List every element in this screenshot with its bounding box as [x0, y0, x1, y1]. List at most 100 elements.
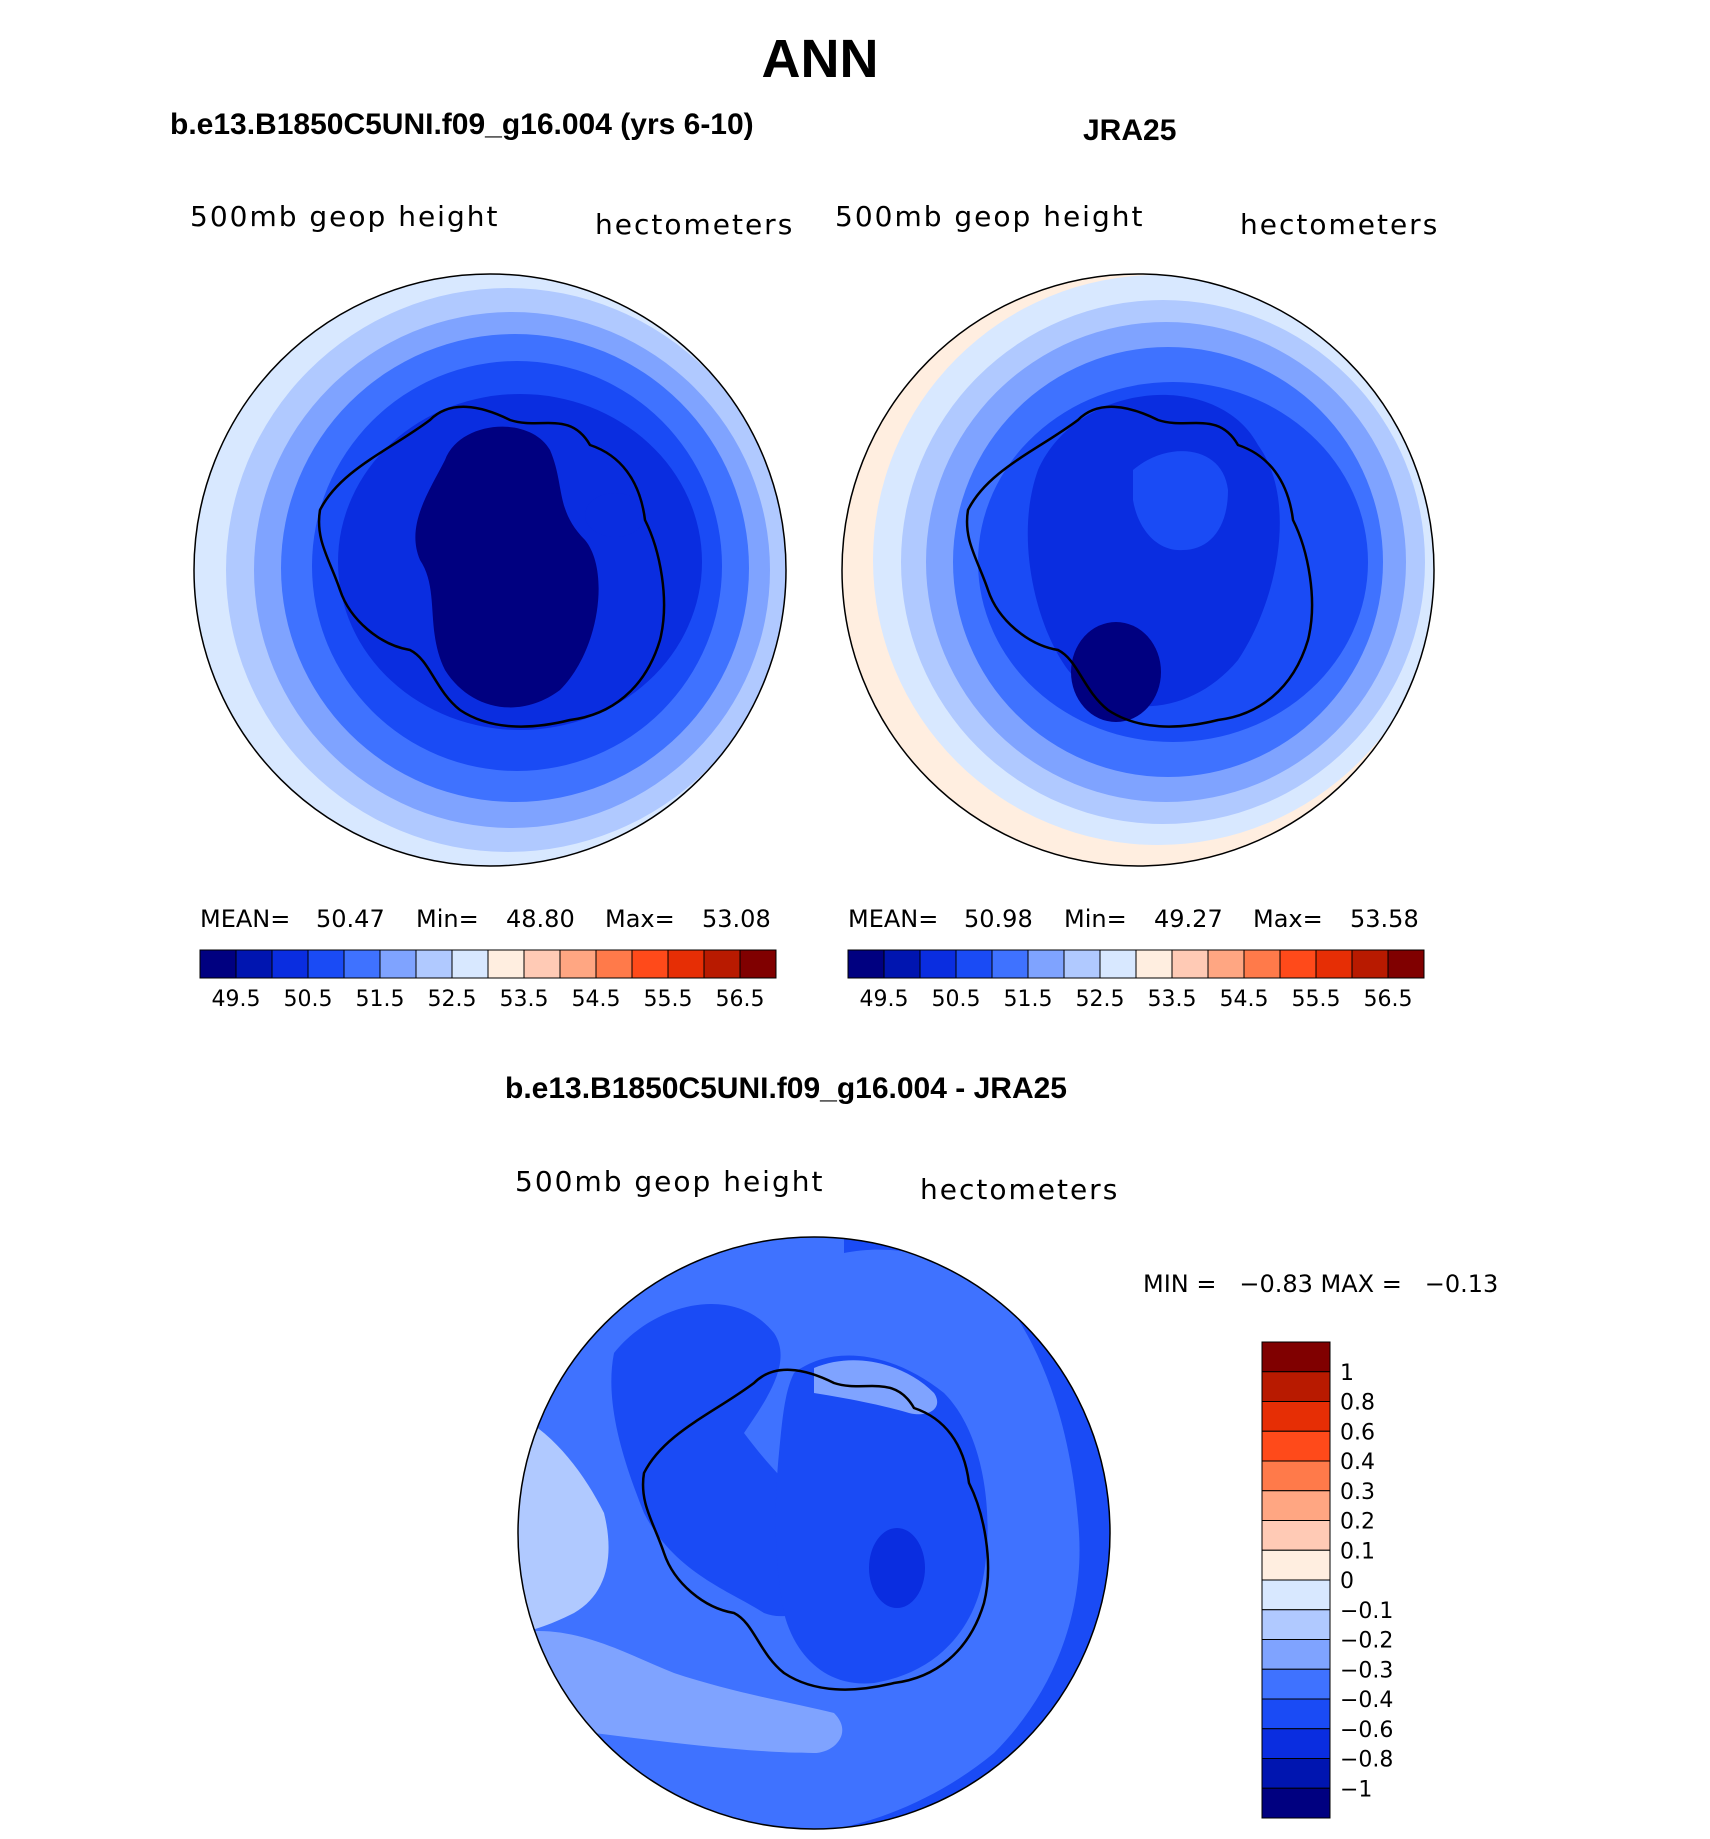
model-contour-highlow [585, 493, 645, 537]
diff-colorbar-tick-label: 0 [1340, 1569, 1354, 1594]
model-colorbar-box [595, 949, 633, 979]
obs-colorbar-tick-label: 49.5 [860, 987, 909, 1012]
obs-mean-value: 50.98 [964, 905, 1033, 933]
diff-colorbar-tick-label: −0.3 [1340, 1658, 1393, 1683]
model-antarctica-coastline [317, 405, 666, 728]
diff-colorbar-box [1261, 1698, 1331, 1730]
model-colorbar-box [523, 949, 561, 979]
obs-max-label: Max= [1253, 905, 1323, 933]
model-contour-49.5 [415, 426, 599, 708]
obs-colorbar-box [1027, 949, 1065, 979]
obs-colorbar-box [919, 949, 957, 979]
obs-colorbar-tick-label: 56.5 [1364, 987, 1413, 1012]
model-colorbar-box [271, 949, 309, 979]
diff-colorbar-box [1261, 1430, 1331, 1462]
model-colorbar-box [631, 949, 669, 979]
diff-colorbar-tick-label: 0.4 [1340, 1450, 1375, 1475]
diff-minmax: MIN = −0.83 MAX = −0.13 [1143, 1270, 1499, 1298]
obs-contour-inner-high [1133, 451, 1228, 551]
diff-colorbar-tick-label: 0.3 [1340, 1480, 1375, 1505]
obs-colorbar-box [955, 949, 993, 979]
model-polar-map [193, 273, 787, 867]
diff-colorbar-tick-label: −0.2 [1340, 1629, 1393, 1654]
diff-colorbar-tick-label: −0.8 [1340, 1748, 1393, 1773]
model-mean-label: MEAN= [200, 905, 291, 933]
diff-contour-minus-0.6-center [775, 1355, 988, 1684]
model-colorbar-tick-label: 51.5 [356, 987, 405, 1012]
diff-colorbar: 1 0.8 0.6 0.4 0.3 0.2 0.1 0 −0.1 −0.2 −0.3 −0.4 −0.6… [1261, 1341, 1393, 1819]
diff-colorbar-box [1261, 1460, 1331, 1492]
obs-variable-label: 500mb geop height [835, 200, 1145, 233]
diff-colorbar-tick-label: −1 [1340, 1777, 1372, 1802]
obs-colorbar-box [1351, 949, 1389, 979]
obs-colorbar-box [1135, 949, 1173, 979]
model-colorbar-box [343, 949, 381, 979]
diff-colorbar-tick-label: −0.4 [1340, 1688, 1393, 1713]
obs-colorbar-tick-label: 55.5 [1292, 987, 1341, 1012]
diff-colorbar-tick-label: 0.6 [1340, 1420, 1375, 1445]
diff-colorbar-tick-label: 1 [1340, 1361, 1354, 1386]
diff-colorbar-box [1261, 1549, 1331, 1581]
model-variable-label: 500mb geop height [190, 200, 500, 233]
model-colorbar-box [703, 949, 741, 979]
diff-colorbar-box [1261, 1758, 1331, 1789]
obs-contour-49.5 [1071, 622, 1161, 722]
model-colorbar-box [487, 949, 525, 979]
obs-colorbar-box [847, 949, 885, 979]
diff-colorbar-tick-label: −0.1 [1340, 1599, 1393, 1624]
obs-colorbar: 49.5 50.5 51.5 52.5 53.5 54.5 55.5 56.5 [847, 949, 1425, 1012]
diff-colorbar-tick-label: −0.6 [1340, 1718, 1393, 1743]
diff-units-label: hectometers [920, 1173, 1120, 1206]
obs-colorbar-box [883, 949, 921, 979]
model-colorbar-box [667, 949, 705, 979]
model-panel-title: b.e13.B1850C5UNI.f09_g16.004 (yrs 6-10) [170, 108, 754, 141]
diff-antarctica-coastline [641, 1368, 990, 1691]
diff-colorbar-box [1261, 1579, 1331, 1611]
model-colorbar-box [451, 949, 489, 979]
diff-contour-minus-0.1 [518, 1413, 609, 1633]
model-min-value: 48.80 [506, 905, 575, 933]
model-colorbar-box [235, 949, 273, 979]
obs-colorbar-box [1387, 949, 1425, 979]
diff-contour-minus-0.8 [869, 1528, 925, 1608]
obs-max-value: 53.58 [1350, 905, 1419, 933]
diff-map-border [517, 1236, 1111, 1830]
obs-colorbar-box [1279, 949, 1317, 979]
diff-colorbar-box [1261, 1728, 1331, 1759]
obs-antarctica-coastline [965, 405, 1314, 728]
model-mean-value: 50.47 [316, 905, 385, 933]
model-colorbar-box [379, 949, 417, 979]
diff-colorbar-box [1261, 1401, 1331, 1432]
model-colorbar-tick-label: 49.5 [212, 987, 261, 1012]
model-colorbar-tick-label: 56.5 [716, 987, 765, 1012]
diff-colorbar-tick-label: 0.8 [1340, 1391, 1375, 1416]
model-colorbar-box [199, 949, 237, 979]
obs-colorbar-box [1063, 949, 1101, 979]
diff-colorbar-box [1261, 1341, 1331, 1373]
diff-colorbar-box [1261, 1371, 1331, 1402]
obs-units-label: hectometers [1240, 208, 1440, 241]
obs-colorbar-tick-label: 51.5 [1004, 987, 1053, 1012]
obs-colorbar-box [1171, 949, 1209, 979]
model-colorbar-tick-label: 50.5 [284, 987, 333, 1012]
obs-colorbar-tick-label: 54.5 [1220, 987, 1269, 1012]
model-map-border [193, 273, 787, 867]
model-colorbar: 49.5 50.5 51.5 52.5 53.5 54.5 55.5 56.5 [199, 949, 777, 1012]
obs-min-value: 49.27 [1154, 905, 1223, 933]
model-colorbar-box [739, 949, 777, 979]
obs-colorbar-tick-label: 53.5 [1148, 987, 1197, 1012]
model-units-label: hectometers [595, 208, 795, 241]
obs-colorbar-box [1243, 949, 1281, 979]
obs-colorbar-box [991, 949, 1029, 979]
obs-colorbar-box [1315, 949, 1353, 979]
obs-panel-title: JRA25 [1083, 114, 1177, 147]
obs-polar-map [841, 273, 1435, 867]
figure-title: ANN [761, 29, 879, 89]
diff-variable-label: 500mb geop height [515, 1165, 825, 1198]
obs-colorbar-box [1099, 949, 1137, 979]
model-colorbar-tick-label: 54.5 [572, 987, 621, 1012]
obs-colorbar-tick-label: 52.5 [1076, 987, 1125, 1012]
obs-colorbar-box [1207, 949, 1245, 979]
diff-colorbar-tick-label: 0.2 [1340, 1510, 1375, 1535]
diff-colorbar-tick-label: 0.1 [1340, 1539, 1375, 1564]
